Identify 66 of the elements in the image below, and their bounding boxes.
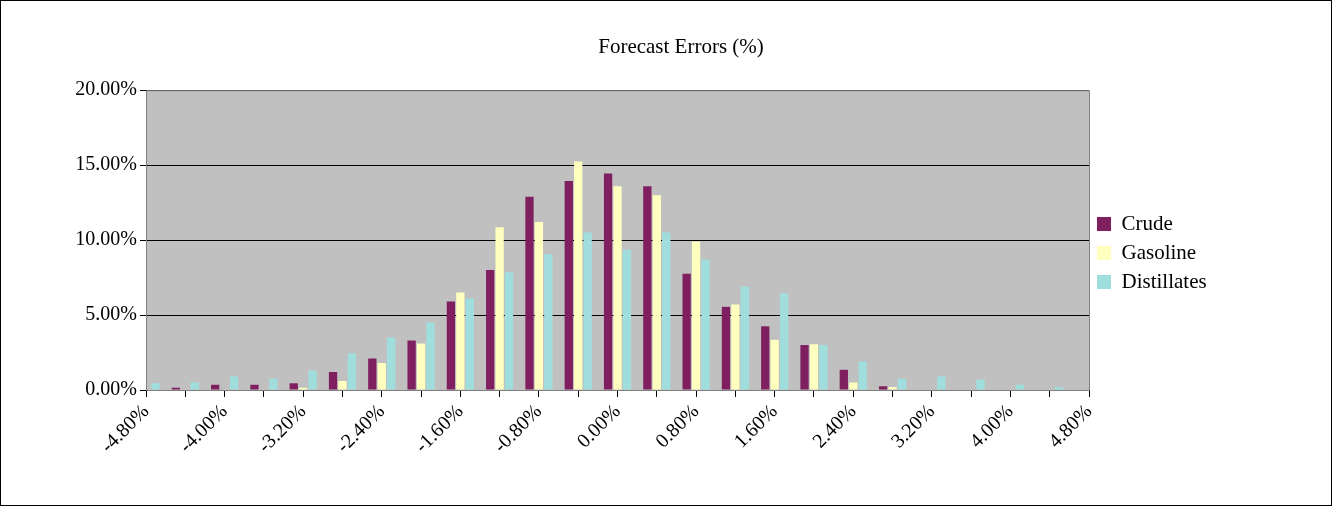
bar [338, 381, 347, 390]
bar [486, 270, 495, 390]
bar [583, 232, 592, 390]
legend-label: Crude [1121, 210, 1173, 235]
bar [1054, 387, 1064, 390]
bar [809, 344, 819, 390]
y-tick-label: 10.00% [75, 227, 137, 250]
legend-label: Distillates [1121, 268, 1207, 293]
bar [819, 345, 828, 390]
bar [308, 370, 317, 390]
legend-label: Gasoline [1121, 239, 1197, 264]
bar [368, 358, 377, 390]
y-tick-label: 5.00% [85, 302, 137, 325]
bar [770, 339, 779, 390]
bar [289, 383, 298, 390]
y-tick-label: 0.00% [85, 377, 137, 400]
chart-title: Forecast Errors (%) [598, 34, 764, 59]
bar [328, 372, 338, 390]
bar [250, 384, 259, 390]
bar [613, 186, 622, 390]
bar [525, 196, 534, 390]
bar [407, 340, 416, 390]
bar [779, 293, 789, 390]
bar [878, 386, 888, 390]
bar [937, 376, 946, 390]
bar [465, 298, 474, 390]
bar [564, 180, 573, 390]
bar [229, 376, 239, 390]
bar [976, 379, 985, 390]
bar [190, 382, 199, 390]
bar [897, 378, 907, 390]
bar [211, 384, 220, 390]
bar [622, 249, 632, 390]
bar [446, 301, 456, 390]
bar [721, 306, 731, 390]
bar [426, 322, 435, 390]
bar [839, 369, 848, 390]
bar [534, 222, 544, 390]
bar [495, 227, 504, 390]
bar [888, 387, 897, 390]
bar [761, 326, 770, 390]
bar [416, 343, 426, 390]
bar [643, 186, 652, 390]
bar [504, 272, 514, 390]
bar [377, 363, 386, 390]
bar [574, 161, 583, 390]
bar [347, 353, 357, 390]
bar [151, 383, 160, 390]
bar [544, 254, 553, 390]
bar [662, 232, 671, 390]
bar [387, 337, 396, 390]
bar [701, 259, 710, 390]
bar [858, 361, 867, 390]
y-tick-label: 15.00% [75, 152, 137, 175]
bar [269, 378, 278, 390]
bar [800, 345, 809, 390]
bar [652, 195, 661, 390]
bar [456, 292, 465, 390]
bar [1015, 384, 1024, 390]
bar [849, 382, 858, 390]
y-tick-label: 20.00% [75, 77, 137, 100]
bar [682, 273, 691, 390]
bar [603, 173, 613, 390]
bar [691, 241, 701, 390]
bar [731, 304, 740, 390]
bar [740, 286, 749, 390]
